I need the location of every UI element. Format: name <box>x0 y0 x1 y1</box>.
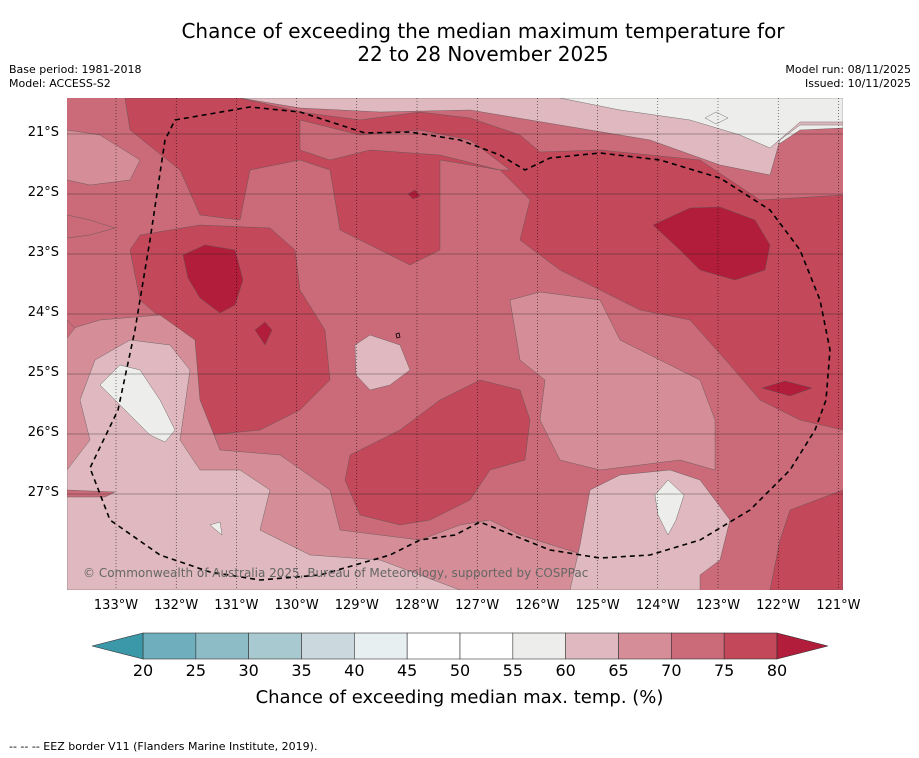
contour-75-80-se <box>769 489 843 590</box>
issued-date: Issued: 10/11/2025 <box>804 77 911 90</box>
longitude-label: 127°W <box>455 598 500 613</box>
title-line-1: Chance of exceeding the median maximum t… <box>181 19 785 43</box>
contour-65-70-nw <box>67 129 141 186</box>
latitude-label: 25°S <box>27 365 59 380</box>
contour-gt80-west <box>182 244 244 314</box>
colorbar-tick-label: 40 <box>344 661 365 680</box>
map-title: Chance of exceeding the median maximum t… <box>0 20 919 66</box>
latitude-label: 23°S <box>27 245 59 260</box>
colorbar-tick-label: 35 <box>291 661 312 680</box>
longitude-label: 128°W <box>394 598 440 613</box>
copyright-notice: © Commonwealth of Australia 2025, Bureau… <box>83 566 589 580</box>
contour-55-60-ne <box>559 98 843 149</box>
colorbar-tick-label: 30 <box>238 661 259 680</box>
longitude-label: 121°W <box>816 598 861 613</box>
meta-left: Base period: 1981-2018 Model: ACCESS-S2 <box>9 63 141 91</box>
longitude-label: 126°W <box>515 598 560 613</box>
latitude-label: 24°S <box>27 305 59 320</box>
contour-70-75-west-edge <box>67 214 116 239</box>
contour-55-60-ne-small <box>704 111 729 125</box>
colorbar-segment <box>142 632 197 660</box>
colorbar-label: Chance of exceeding median max. temp. (%… <box>255 687 664 708</box>
colorbar-tick-label: 60 <box>555 661 576 680</box>
colorbar-tick-label: 20 <box>132 661 154 680</box>
model-run: Model run: 08/11/2025 <box>785 63 911 76</box>
eez-footnote: -- -- -- EEZ border V11 (Flanders Marine… <box>9 740 318 753</box>
colorbar-segment <box>195 632 249 660</box>
colorbar-segment <box>248 632 302 660</box>
colorbar-tick-label: 25 <box>185 661 206 680</box>
colorbar-extend-high <box>776 632 829 660</box>
colorbar-tick-label: 55 <box>502 661 523 680</box>
contour-field <box>67 98 843 590</box>
contour-gt80-east <box>652 206 771 281</box>
colorbar-tick-label: 45 <box>396 661 418 680</box>
contour-60-65-center <box>354 334 411 391</box>
colorbar-segment <box>723 632 778 660</box>
colorbar-segment <box>512 632 566 660</box>
eez-border <box>89 106 831 581</box>
latitude-label: 22°S <box>27 185 59 200</box>
colorbar-segment <box>354 632 408 660</box>
colorbar-segment <box>301 632 355 660</box>
longitude-label: 129°W <box>334 598 379 613</box>
contour-75-80-west <box>129 224 331 436</box>
longitude-label: 133°W <box>93 598 139 613</box>
contour-65-70-central <box>509 291 716 471</box>
meta-right: Model run: 08/11/2025 Issued: 10/11/2025 <box>785 63 911 91</box>
latitude-label: 27°S <box>27 485 59 500</box>
colorbar-tick-label: 70 <box>661 661 682 680</box>
contour-gt80-dot <box>407 189 421 200</box>
colorbar <box>91 632 829 660</box>
colorbar-segment <box>459 632 514 660</box>
colorbar-segment <box>406 632 461 660</box>
contour-55-60-west <box>99 364 176 443</box>
latitude-label: 26°S <box>27 425 59 440</box>
contour-55-60-small <box>209 521 223 536</box>
contour-gt80-small <box>254 321 273 346</box>
colorbar-tick-label: 75 <box>713 661 735 680</box>
colorbar-segment <box>618 632 672 660</box>
island-marker <box>395 332 401 339</box>
contour-60-65-se <box>569 469 731 590</box>
contour-gt80-se <box>761 380 813 397</box>
colorbar-tick-label: 80 <box>766 661 788 680</box>
contour-75-80-north <box>124 98 843 431</box>
base-period: Base period: 1981-2018 <box>9 63 142 76</box>
contour-70-75-west-edge-2 <box>67 319 76 339</box>
longitude-label: 132°W <box>154 598 199 613</box>
longitude-label: 131°W <box>214 598 259 613</box>
colorbar-extend-low <box>91 632 144 660</box>
longitude-label: 124°W <box>635 598 680 613</box>
colorbar-segment <box>671 632 725 660</box>
longitude-label: 130°W <box>274 598 319 613</box>
model-name: Model: ACCESS-S2 <box>9 77 111 90</box>
longitude-label: 125°W <box>575 598 620 613</box>
title-line-2: 22 to 28 November 2025 <box>357 42 609 66</box>
colorbar-tick-label: 65 <box>608 661 629 680</box>
graticule <box>67 98 843 590</box>
contour-75-80-south <box>344 379 531 526</box>
contour-60-65-sw <box>67 339 461 590</box>
latitude-label: 21°S <box>27 125 59 140</box>
longitude-label: 122°W <box>756 598 801 613</box>
longitude-label: 123°W <box>695 598 741 613</box>
colorbar-segment <box>565 632 619 660</box>
colorbar-tick-label: 50 <box>449 661 471 680</box>
